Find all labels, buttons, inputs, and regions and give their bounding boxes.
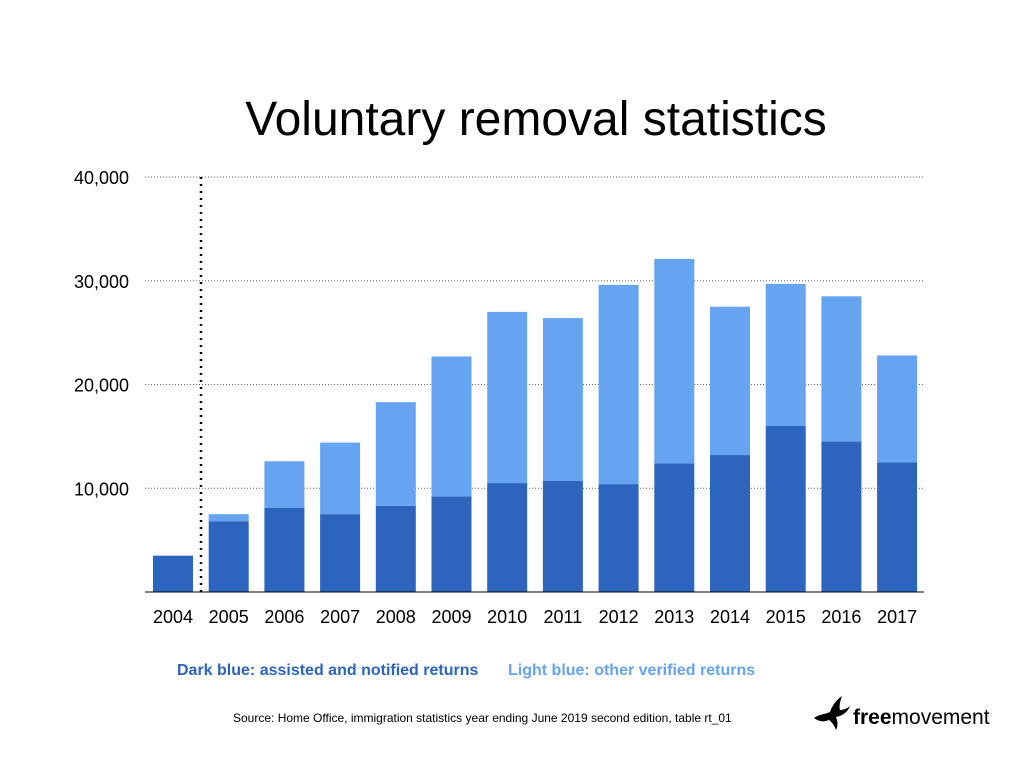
bar-light-segment — [710, 306, 750, 456]
bird-icon — [814, 696, 850, 730]
bar-dark-segment — [710, 455, 750, 592]
x-tick-label: 2015 — [766, 607, 806, 627]
x-tick-label: 2004 — [153, 607, 193, 627]
freemovement-logo: freemovement — [812, 692, 1012, 736]
bar-light-segment — [208, 514, 249, 522]
bar-dark-segment — [320, 514, 361, 592]
bar-dark-segment — [431, 496, 472, 592]
x-tick-label: 2011 — [544, 607, 583, 627]
logo-text-bold: free — [853, 706, 892, 729]
chart-title: Voluntary removal statistics — [245, 93, 827, 146]
y-axis-ticks: 10,000 20,000 30,000 40,000 — [74, 168, 129, 499]
bar-dark-segment — [375, 505, 416, 592]
bars — [153, 258, 918, 592]
bar-light-segment — [654, 258, 695, 464]
x-tick-label: 2009 — [431, 607, 471, 627]
x-tick-label: 2010 — [487, 607, 527, 627]
x-tick-label: 2006 — [264, 607, 304, 627]
legend-light-blue: Light blue: other verified returns — [508, 662, 756, 679]
x-axis-ticks: 2004 2005 2006 2007 2008 2009 2010 2011 2012 2013… — [153, 607, 917, 627]
x-tick-label: 2007 — [320, 607, 360, 627]
source-note: Source: Home Office, immigration statist… — [233, 711, 732, 725]
bar-dark-segment — [765, 426, 806, 592]
bar-light-segment — [765, 283, 806, 426]
x-tick-label: 2008 — [376, 607, 416, 627]
x-tick-label: 2013 — [654, 607, 694, 627]
grid-lines — [145, 176, 924, 489]
bar-dark-segment — [877, 462, 918, 592]
logo-text: freemovement — [853, 706, 990, 730]
bar-dark-segment — [654, 463, 695, 592]
bar-light-segment — [431, 356, 472, 497]
bar-dark-segment — [208, 521, 249, 592]
bar-dark-segment — [598, 484, 639, 592]
x-tick-label: 2016 — [821, 607, 861, 627]
x-tick-label: 2012 — [599, 607, 639, 627]
bar-dark-segment — [487, 483, 528, 592]
bar-light-segment — [487, 311, 528, 484]
x-tick-label: 2017 — [877, 607, 917, 627]
logo-text-regular: movement — [891, 706, 990, 729]
bar-dark-segment — [542, 480, 583, 592]
y-tick-label: 10,000 — [74, 479, 129, 499]
y-tick-label: 40,000 — [74, 168, 129, 188]
bar-light-segment — [821, 296, 862, 442]
x-tick-label: 2014 — [710, 607, 750, 627]
bar-dark-segment — [153, 555, 193, 592]
legend-dark-blue: Dark blue: assisted and notified returns — [177, 662, 479, 679]
bar-light-segment — [320, 442, 361, 515]
bar-light-segment — [264, 461, 305, 508]
bar-light-segment — [542, 318, 583, 481]
bar-light-segment — [375, 402, 416, 506]
bar-dark-segment — [264, 507, 305, 592]
bar-light-segment — [877, 355, 918, 463]
bar-light-segment — [598, 284, 639, 485]
x-tick-label: 2005 — [209, 607, 249, 627]
bar-dark-segment — [821, 441, 862, 592]
y-tick-label: 20,000 — [74, 376, 129, 396]
y-tick-label: 30,000 — [74, 272, 129, 292]
